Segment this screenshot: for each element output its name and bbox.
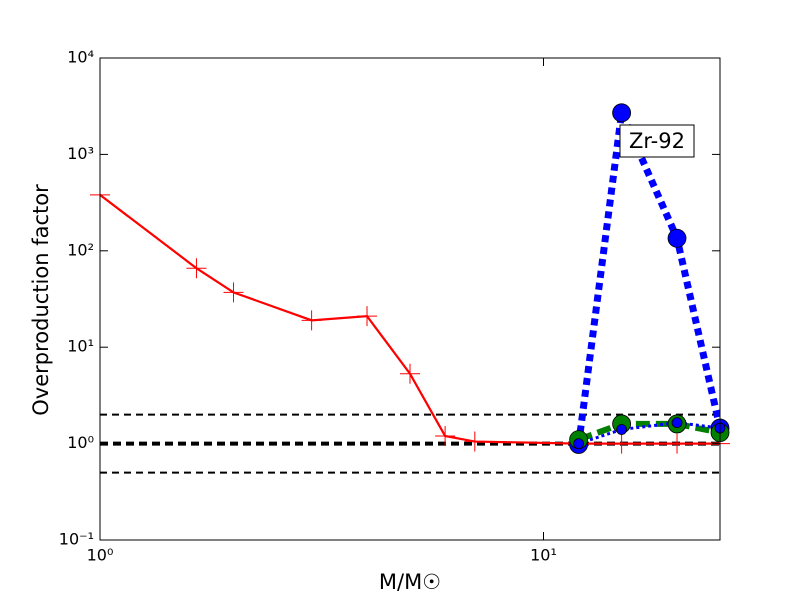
y-tick-label: 10¹ [67,337,94,356]
marker [573,438,585,450]
marker [223,282,244,303]
marker [611,433,632,454]
y-tick-label: 10⁻¹ [59,530,94,549]
x-tick-label: 10¹ [530,546,557,565]
marker [667,433,688,454]
y-tick-label: 10⁴ [67,48,94,67]
series-line [577,420,720,443]
series-line [100,194,720,445]
marker [671,417,683,429]
marker [186,258,207,279]
marker [301,310,322,331]
y-axis-label: Overproduction factor [29,184,53,416]
marker [464,431,485,452]
series-line [578,421,720,446]
y-tick-label: 10⁰ [67,433,94,452]
series-line [575,99,720,445]
plot-area [100,99,720,474]
x-axis-label: M/M☉ [379,570,441,594]
marker [357,306,378,327]
y-tick-label: 10² [67,240,94,259]
marker [435,425,456,446]
marker [667,228,687,248]
x-tick-label: 10⁰ [87,546,114,565]
marker [612,103,632,123]
plot-frame [99,57,721,541]
marker [616,424,628,435]
annotation-box [619,124,695,158]
y-tick-label: 10³ [67,144,94,163]
annotation: Zr-92 [629,129,685,153]
marker [400,363,420,384]
